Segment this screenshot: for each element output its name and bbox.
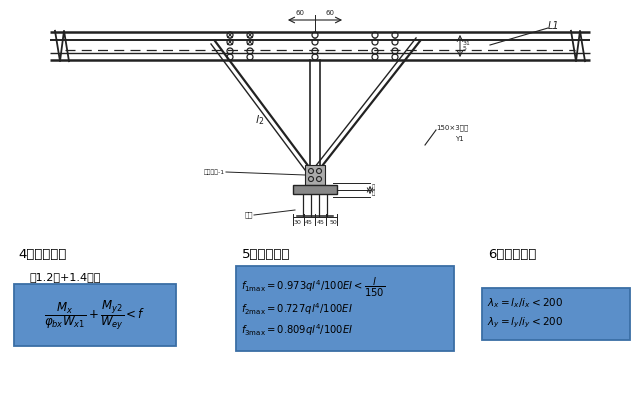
Text: 6、构造要求: 6、构造要求 (488, 248, 536, 261)
Text: 45: 45 (317, 220, 325, 224)
Text: 60: 60 (326, 10, 335, 16)
Text: 4、稳定验算: 4、稳定验算 (18, 248, 67, 261)
Text: 30: 30 (293, 220, 301, 224)
Text: $l_2$: $l_2$ (255, 113, 264, 127)
Text: $\lambda_x=l_x/i_x<200$: $\lambda_x=l_x/i_x<200$ (487, 296, 563, 310)
Text: 31
5: 31 5 (463, 40, 471, 51)
Text: 刚
撑: 刚 撑 (372, 184, 375, 196)
Text: $f_{2\mathrm{max}}=0.727ql^4/100EI$: $f_{2\mathrm{max}}=0.727ql^4/100EI$ (241, 301, 353, 317)
Text: $f_{3\mathrm{max}}=0.809ql^4/100EI$: $f_{3\mathrm{max}}=0.809ql^4/100EI$ (241, 322, 353, 338)
Text: 60: 60 (296, 10, 305, 16)
Text: $\lambda_y=l_y/i_y<200$: $\lambda_y=l_y/i_y<200$ (487, 316, 563, 330)
Text: 5、挠度验算: 5、挠度验算 (242, 248, 291, 261)
FancyBboxPatch shape (14, 284, 176, 346)
Text: L1: L1 (548, 21, 559, 31)
Text: 50: 50 (329, 220, 337, 224)
Text: $f_{1\mathrm{max}}=0.973ql^4/100EI<\dfrac{l}{150}$: $f_{1\mathrm{max}}=0.973ql^4/100EI<\dfra… (241, 276, 385, 299)
Bar (293, 185, 337, 194)
Text: 150×3钢管: 150×3钢管 (436, 125, 468, 131)
Text: 45: 45 (305, 220, 313, 224)
Text: 钢柱: 钢柱 (244, 212, 253, 218)
Text: 梁柱节点-1: 梁柱节点-1 (204, 169, 225, 175)
Text: Y1: Y1 (455, 136, 464, 142)
FancyBboxPatch shape (236, 266, 454, 351)
Text: $\dfrac{M_x}{\varphi_{bx}W_{x1}}+\dfrac{M_{y2}}{W_{ey}}<f$: $\dfrac{M_x}{\varphi_{bx}W_{x1}}+\dfrac{… (44, 298, 146, 332)
Bar (305, 165, 325, 185)
Text: （1.2恒+1.4风）: （1.2恒+1.4风） (30, 272, 101, 282)
FancyBboxPatch shape (482, 288, 630, 340)
